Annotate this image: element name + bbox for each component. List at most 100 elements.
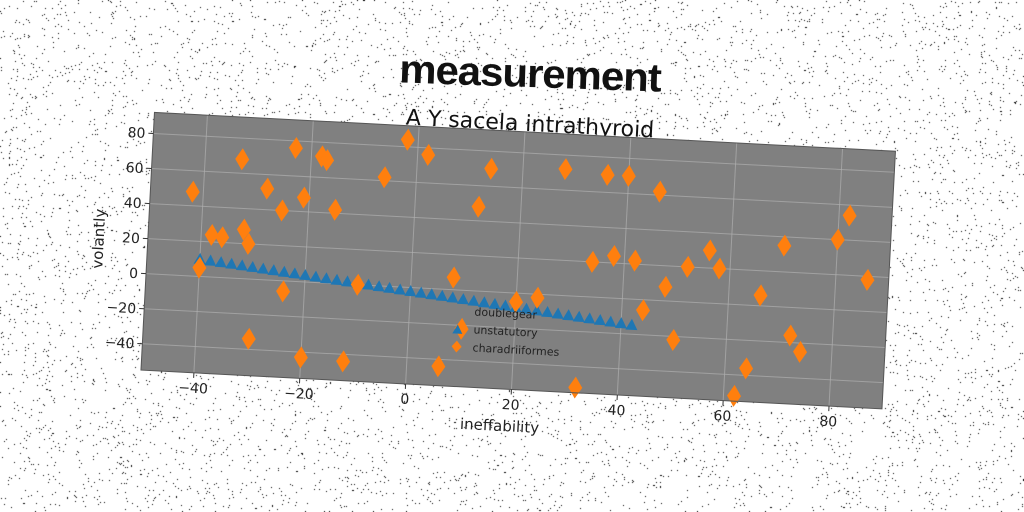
data-point-unstatutory: [277, 265, 290, 278]
data-point-charadriiformes: [666, 328, 681, 351]
data-point-charadriiformes: [830, 228, 845, 251]
data-point-charadriiformes: [192, 256, 207, 279]
grid: [142, 115, 895, 407]
series-unstatutory: [193, 252, 638, 331]
data-point-unstatutory: [625, 318, 638, 331]
data-point-charadriiformes: [739, 357, 754, 380]
data-point-charadriiformes: [431, 355, 446, 378]
data-point-unstatutory: [235, 259, 248, 271]
data-point-unstatutory: [404, 285, 417, 297]
data-point-unstatutory: [488, 297, 501, 310]
data-point-charadriiformes: [530, 286, 545, 309]
y-gridline: [147, 238, 889, 278]
x-tick-label: 80: [819, 414, 838, 431]
y-tick-label: −20: [106, 300, 136, 318]
data-point-unstatutory: [214, 256, 227, 268]
x-axis-label: ineffability: [460, 415, 540, 437]
data-point-unstatutory: [593, 313, 606, 326]
data-point-unstatutory: [393, 283, 406, 295]
data-point-unstatutory: [330, 273, 343, 286]
chart: −40 −20 0 20 40 60 80 −40 −20 0 20 40 60 80 doublegea…: [75, 101, 912, 487]
data-point-unstatutory: [246, 260, 259, 273]
data-point-charadriiformes: [627, 249, 642, 272]
data-point-charadriiformes: [471, 195, 486, 218]
data-point-charadriiformes: [606, 245, 621, 268]
y-gridline: [142, 343, 884, 384]
y-tick-label: 20: [122, 230, 141, 247]
legend: doublegear unstatutory charadriiformes: [451, 305, 560, 359]
y-tick-label: 0: [129, 266, 139, 282]
data-point-charadriiformes: [712, 257, 727, 280]
data-point-charadriiformes: [350, 273, 365, 296]
data-point-charadriiformes: [215, 226, 230, 249]
data-point-charadriiformes: [793, 340, 808, 363]
y-gridline: [151, 168, 893, 208]
data-point-unstatutory: [541, 305, 554, 318]
data-point-charadriiformes: [241, 327, 256, 350]
legend-label-doublegear: doublegear: [474, 305, 538, 321]
data-point-charadriiformes: [400, 128, 415, 151]
data-point-charadriiformes: [185, 180, 200, 203]
data-point-unstatutory: [414, 286, 427, 298]
x-tick-label: 20: [501, 397, 520, 414]
data-point-unstatutory: [446, 291, 459, 303]
data-point-unstatutory: [309, 270, 322, 282]
x-tick-label: 40: [607, 403, 626, 420]
x-gridline: [828, 148, 844, 407]
data-point-unstatutory: [614, 317, 627, 329]
data-point-charadriiformes: [296, 186, 311, 209]
data-point-unstatutory: [498, 299, 511, 311]
data-point-charadriiformes: [454, 317, 469, 340]
data-point-charadriiformes: [860, 268, 875, 291]
data-point-unstatutory: [225, 257, 238, 270]
y-gridline: [149, 203, 891, 243]
legend-label-unstatutory: unstatutory: [473, 323, 538, 339]
data-point-charadriiformes: [509, 290, 524, 313]
data-point-charadriiformes: [377, 166, 392, 189]
data-point-unstatutory: [456, 293, 469, 305]
data-point-unstatutory: [298, 268, 311, 281]
x-tick-label: −40: [178, 380, 208, 398]
legend-label-charadriiformes: charadriiformes: [472, 341, 560, 359]
data-point-charadriiformes: [621, 164, 636, 187]
data-point-unstatutory: [267, 264, 280, 276]
data-point-charadriiformes: [783, 324, 798, 347]
data-point-charadriiformes: [275, 199, 290, 222]
data-point-unstatutory: [288, 267, 301, 279]
data-point-unstatutory: [467, 294, 480, 306]
y-tick-label: 40: [123, 195, 142, 212]
data-point-unstatutory: [572, 310, 585, 323]
y-gridline: [153, 132, 895, 173]
data-point-charadriiformes: [288, 136, 303, 159]
data-point-charadriiformes: [753, 284, 768, 307]
data-point-unstatutory: [551, 307, 564, 319]
legend-marker-unstatutory: [452, 324, 463, 334]
x-tick-label: −20: [284, 386, 314, 404]
data-point-unstatutory: [383, 281, 396, 294]
x-gridline: [193, 115, 208, 373]
data-point-unstatutory: [341, 275, 354, 287]
data-point-charadriiformes: [204, 223, 219, 246]
x-gridline: [405, 126, 420, 384]
axes: −40 −20 0 20 40 60 80 −40 −20 0 20 40 60 80: [104, 111, 896, 431]
y-tick-label: 60: [125, 160, 144, 177]
data-point-charadriiformes: [842, 204, 857, 227]
data-point-charadriiformes: [777, 234, 792, 257]
data-point-unstatutory: [520, 302, 533, 315]
data-point-charadriiformes: [276, 280, 291, 303]
legend-marker-charadriiformes: [451, 340, 462, 353]
data-point-unstatutory: [256, 262, 269, 274]
x-gridline: [722, 142, 738, 401]
y-tick-label: 80: [127, 125, 146, 142]
data-point-unstatutory: [530, 304, 543, 316]
data-point-charadriiformes: [315, 145, 329, 168]
data-point-charadriiformes: [320, 149, 335, 172]
scatter-plot: −40 −20 0 20 40 60 80 −40 −20 0 20 40 60 80 doublegea…: [88, 111, 896, 437]
data-point-charadriiformes: [328, 198, 343, 221]
y-tick-label: −40: [104, 335, 134, 353]
data-point-charadriiformes: [236, 218, 251, 241]
data-point-unstatutory: [372, 280, 385, 292]
x-tick-label: 60: [713, 408, 732, 425]
y-gridline: [144, 308, 886, 349]
y-axis-label: volantly: [88, 208, 109, 269]
